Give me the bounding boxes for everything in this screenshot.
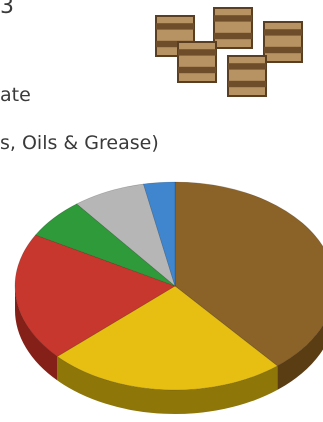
crate-shape xyxy=(213,7,253,49)
crate-shape xyxy=(177,41,217,83)
crate-shape xyxy=(263,21,303,63)
pie-side-walls xyxy=(15,286,323,414)
stacked-crates-icon xyxy=(155,7,303,97)
pie-slice xyxy=(76,183,176,287)
category-line: s, Oils & Grease) xyxy=(0,132,159,154)
pie-slice xyxy=(143,181,176,287)
pie-slice xyxy=(56,285,278,391)
pie-slice-side xyxy=(277,325,323,390)
pie-slice-side xyxy=(15,286,58,381)
pie-slice xyxy=(35,203,176,287)
pie-top-faces xyxy=(14,181,323,391)
title-fragment: 3 xyxy=(0,0,14,19)
pie-slice xyxy=(174,181,323,367)
subtitle-line: ate xyxy=(0,84,31,106)
pie-slice-side xyxy=(57,356,278,414)
pie-slice xyxy=(14,234,176,357)
crate-shape xyxy=(227,55,267,97)
